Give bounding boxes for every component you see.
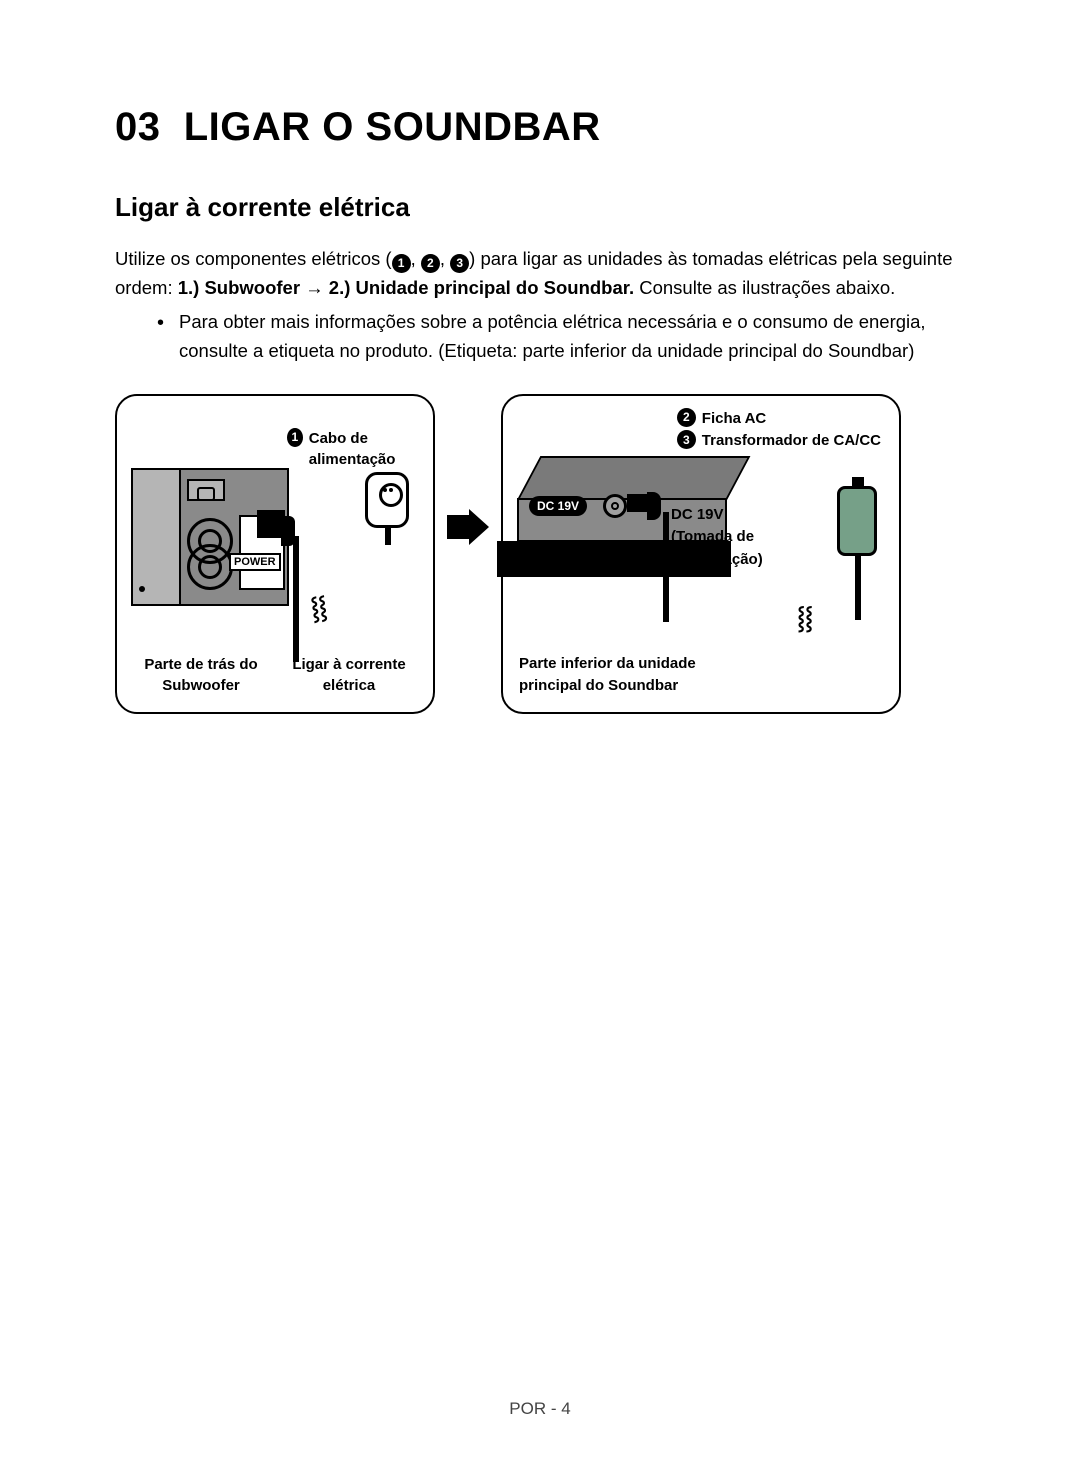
panel-subwoofer: 1 Cabo de alimentação POWER ⸾⸾ [115, 394, 435, 714]
footer-page: 4 [561, 1399, 570, 1418]
chapter-title: 03 LIGAR O SOUNDBAR [115, 105, 965, 150]
rear-label-icon [187, 479, 225, 501]
order-bold: 1.) Subwoofer → 2.) Unidade principal do… [178, 277, 634, 298]
footer-sep: - [546, 1399, 561, 1418]
adapter-icon [837, 486, 877, 556]
adapter-label-text: Transformador de CA/CC [702, 430, 881, 453]
order-tail: Consulte as ilustrações abaixo. [634, 277, 895, 298]
chapter-number: 03 [115, 105, 161, 149]
subwoofer-side [131, 468, 181, 606]
dc-jack-icon [603, 494, 627, 518]
plug-icon [257, 510, 285, 538]
intro-sep2: , [440, 248, 450, 269]
plug-label: Ligar à corrente elétrica [284, 654, 414, 696]
speaker-icon [187, 544, 233, 590]
page: 03 LIGAR O SOUNDBAR Ligar à corrente elé… [0, 0, 1080, 714]
adapter-cable-icon [855, 554, 861, 620]
cable-break-icon: ⸾⸾ [309, 591, 329, 623]
marker-3-icon: 3 [450, 254, 469, 273]
marker-1-icon: 1 [392, 254, 411, 273]
diagram-row: 1 Cabo de alimentação POWER ⸾⸾ [115, 394, 965, 714]
cable-label-text: Cabo de alimentação [309, 428, 433, 470]
intro-pre: Utilize os componentes elétricos ( [115, 248, 392, 269]
adapter-label: 3 Transformador de CA/CC [677, 430, 881, 453]
page-footer: POR - 4 [0, 1399, 1080, 1419]
left-bottom-labels: Parte de trás do Subwoofer Ligar à corre… [117, 654, 433, 696]
wall-outlet-icon [365, 472, 409, 528]
right-top-labels: 2 Ficha AC 3 Transformador de CA/CC [677, 408, 881, 453]
intro-sep1: , [411, 248, 421, 269]
outlet-dots-icon [383, 488, 393, 494]
footer-lang: POR [509, 1399, 546, 1418]
section-title: Ligar à corrente elétrica [115, 192, 965, 223]
marker-1-icon: 1 [287, 428, 303, 447]
led-dot-icon [139, 586, 145, 592]
dc-label: DC 19V (Tomada de alimentação) [671, 504, 789, 572]
bullet-list: Para obter mais informações sobre a potê… [115, 308, 965, 365]
intro-paragraph: Utilize os componentes elétricos (1, 2, … [115, 245, 965, 302]
ac-label-text: Ficha AC [702, 408, 766, 431]
dc-badge: DC 19V [529, 496, 587, 516]
cable-break-icon: ⸾⸾ [797, 602, 813, 632]
marker-3-icon: 3 [677, 430, 696, 449]
subwoofer-illustration: POWER [131, 468, 291, 613]
power-text: POWER [229, 553, 281, 571]
bullet-item: Para obter mais informações sobre a potê… [157, 308, 965, 365]
marker-2-icon: 2 [677, 408, 696, 427]
chapter-text: LIGAR O SOUNDBAR [184, 105, 601, 149]
subwoofer-label: Parte de trás do Subwoofer [136, 654, 266, 696]
ac-label: 2 Ficha AC [677, 408, 881, 431]
dc-plug-icon [627, 488, 667, 520]
panel-soundbar: 2 Ficha AC 3 Transformador de CA/CC DC 1… [501, 394, 901, 714]
arrow-right-icon [447, 509, 489, 550]
marker-2-icon: 2 [421, 254, 440, 273]
soundbar-bottom-label: Parte inferior da unidade principal do S… [519, 653, 719, 698]
cable-label: 1 Cabo de alimentação [287, 428, 433, 470]
cable-icon [293, 536, 301, 662]
